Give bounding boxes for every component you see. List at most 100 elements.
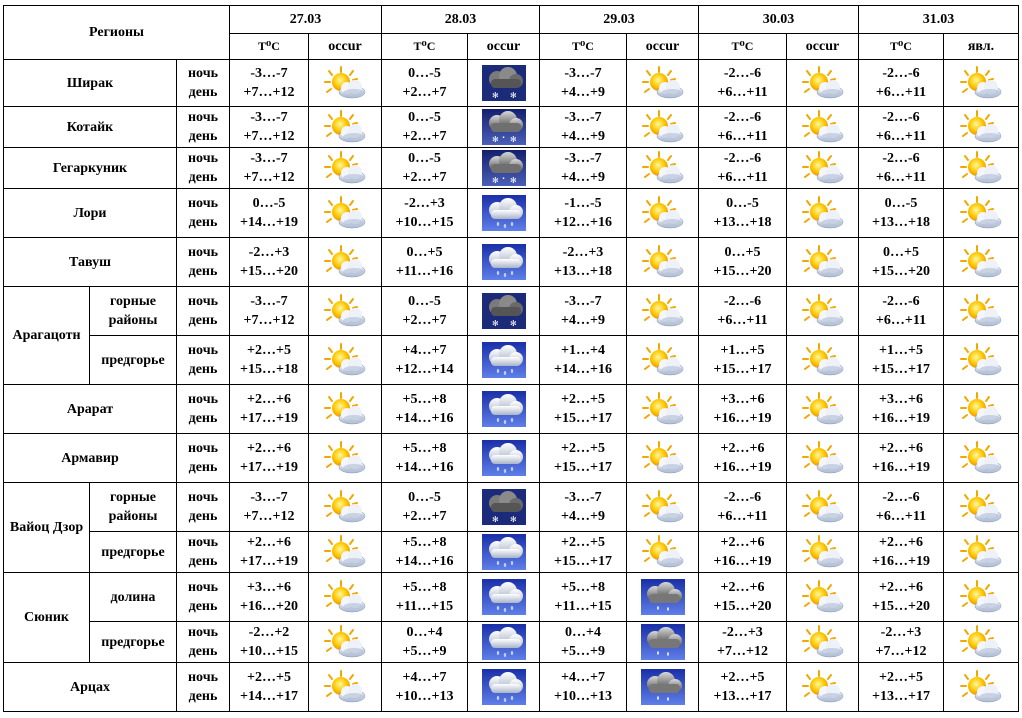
phenomena-col-header: occur — [308, 33, 382, 60]
night-temp: -3…-7 — [564, 151, 602, 166]
night-temp: -2…-6 — [882, 490, 920, 505]
night-temp: -2…-6 — [723, 110, 762, 125]
weather-cell — [943, 188, 1019, 238]
night-label: ночь — [187, 625, 218, 640]
day-temp: +10…+13 — [554, 689, 612, 704]
weather-cell — [626, 572, 699, 622]
night-temp: +2…+6 — [879, 535, 923, 550]
forecast-row: Сюник долина ночь день +3…+6 +16…+20 +5…+8 +11…… — [3, 572, 1019, 663]
night-temp: -2…-6 — [882, 110, 920, 125]
weather-cell — [786, 188, 859, 238]
partly-sunny-icon — [801, 440, 845, 476]
night-temp: -3…-7 — [250, 110, 288, 125]
day-temp: +15…+20 — [713, 264, 772, 279]
partly-sunny-icon — [323, 342, 367, 378]
temp-cell: -2…-6 +6…+11 — [698, 286, 787, 336]
day-temp: +14…+16 — [395, 411, 454, 426]
partly-sunny-icon — [323, 109, 367, 145]
day-temp: +7…+12 — [717, 644, 768, 659]
night-temp: 0…+5 — [724, 245, 761, 260]
rain-cloud-icon — [482, 195, 526, 231]
forecast-row: Арарат ночь день +2…+6 +17…+19 +5…+8 +14…+16 +2… — [3, 384, 1019, 434]
day-temp: +17…+19 — [240, 460, 298, 475]
day-temp: +15…+17 — [872, 362, 930, 377]
weather-cell — [308, 482, 382, 532]
weather-cell — [308, 237, 382, 287]
night-temp: +2…+5 — [879, 670, 923, 685]
regions-header: Регионы — [3, 5, 230, 60]
temp-cell: -2…-6 +6…+11 — [858, 286, 944, 336]
night-temp: +2…+6 — [247, 441, 291, 456]
weather-cell — [467, 237, 540, 287]
snow-cloud-dark-icon — [482, 489, 526, 525]
day-temp: +17…+19 — [240, 554, 298, 569]
partly-sunny-icon — [959, 579, 1003, 615]
weather-cell — [786, 662, 859, 712]
night-temp: -2…+2 — [248, 625, 290, 640]
region-name: Котайк — [3, 106, 177, 148]
night-temp: -2…-6 — [882, 294, 920, 309]
night-temp: -3…-7 — [564, 66, 602, 81]
rain-cloud-icon — [482, 440, 526, 476]
weather-cell — [308, 572, 382, 622]
day-temp: +16…+20 — [240, 599, 298, 614]
day-label: день — [188, 509, 218, 524]
weather-cell — [943, 482, 1019, 532]
night-temp: +3…+6 — [720, 392, 765, 407]
partly-sunny-icon — [641, 244, 685, 280]
night-temp: +4…+7 — [402, 343, 447, 358]
forecast-row: Вайоц Дзор горные районы ночь день -3…-7 +7…+… — [3, 482, 1019, 573]
temp-cell: 0…-5 +2…+7 — [381, 106, 468, 148]
temp-cell: -3…-7 +4…+9 — [539, 59, 627, 107]
day-temp: +15…+20 — [713, 599, 772, 614]
temp-cell: -3…-7 +7…+12 — [229, 59, 309, 107]
partly-sunny-icon — [323, 579, 367, 615]
subregion-name: предгорье — [89, 531, 177, 573]
day-temp: +4…+9 — [561, 129, 605, 144]
partly-sunny-icon — [959, 150, 1003, 186]
period-cell: ночь день — [176, 188, 230, 238]
weather-cell — [786, 433, 859, 483]
region-name: Гегаркуник — [3, 147, 177, 189]
day-temp: +14…+16 — [395, 460, 454, 475]
weather-cell — [786, 572, 859, 622]
day-temp: +7…+12 — [243, 129, 295, 144]
temp-cell: -2…+3 +10…+15 — [381, 188, 468, 238]
partly-sunny-icon — [323, 65, 367, 101]
night-temp: 0…+5 — [406, 245, 443, 260]
day-temp: +2…+7 — [402, 509, 447, 524]
temp-cell: -3…-7 +4…+9 — [539, 286, 627, 336]
temp-col-header: T⁰C — [381, 33, 468, 60]
weather-cell — [467, 106, 540, 148]
partly-sunny-icon — [959, 244, 1003, 280]
weather-cell — [308, 188, 382, 238]
day-temp: +13…+17 — [713, 689, 772, 704]
date-header: 29.03 — [539, 5, 699, 34]
weather-cell — [786, 384, 859, 434]
period-cell: ночь день — [176, 59, 230, 107]
day-temp: +4…+9 — [561, 85, 605, 100]
night-temp: +5…+8 — [561, 580, 605, 595]
period-cell: ночь день — [176, 433, 230, 483]
temp-cell: +4…+7 +12…+14 — [381, 335, 468, 385]
temp-cell: -3…-7 +7…+12 — [229, 106, 309, 148]
forecast-row: предгорье ночь день +2…+5 +15…+18 +4…+7 +12…+1… — [4, 335, 1019, 385]
partly-sunny-icon — [959, 489, 1003, 525]
temp-cell: -3…-7 +7…+12 — [229, 286, 309, 336]
night-temp: +2…+5 — [561, 441, 605, 456]
day-temp: +7…+12 — [243, 85, 295, 100]
snow-cloud-icon — [482, 109, 526, 145]
period-cell: ночь день — [176, 572, 230, 622]
partly-sunny-icon — [323, 195, 367, 231]
date-header: 30.03 — [698, 5, 859, 34]
weather-cell — [786, 286, 859, 336]
day-temp: +10…+15 — [395, 215, 454, 230]
night-temp: +2…+6 — [879, 580, 923, 595]
partly-sunny-icon — [323, 534, 367, 570]
temp-cell: +2…+5 +13…+17 — [698, 662, 787, 712]
rain-cloud-icon — [482, 579, 526, 615]
weather-cell — [786, 147, 859, 189]
forecast-row: Армавир ночь день +2…+6 +17…+19 +5…+8 +14…+16 +… — [3, 433, 1019, 483]
forecast-row: Арагацотн горные районы ночь день -3…-7 +7…+1… — [3, 286, 1019, 385]
day-label: день — [188, 362, 218, 377]
